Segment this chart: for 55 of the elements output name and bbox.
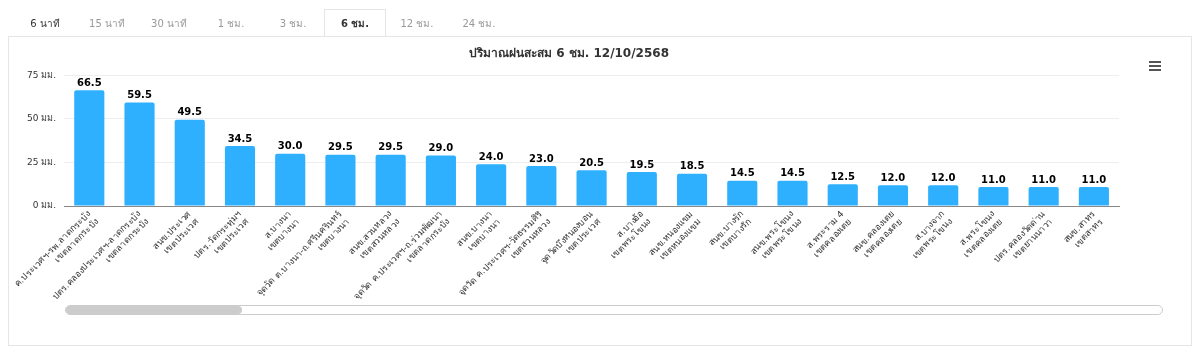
text: 3 ชม.	[262, 9, 324, 37]
data-label: 59.5	[127, 89, 152, 100]
data-label: 12.0	[930, 171, 956, 183]
bar	[476, 164, 507, 206]
data-label: 23.0	[529, 152, 554, 164]
y-tick-label: 50 มม.	[26, 113, 57, 124]
text: 15 นาที	[76, 9, 138, 37]
data-label: 14.5	[729, 167, 755, 179]
data-label: 12.0	[880, 171, 906, 183]
bar	[1078, 186, 1109, 206]
bar	[224, 145, 256, 206]
data-label: 24.0	[478, 150, 504, 162]
data-label: 11.0	[981, 173, 1006, 185]
bar	[727, 180, 758, 206]
data-label: 11.0	[1031, 173, 1057, 185]
bar	[928, 185, 959, 206]
data-label: 34.5	[227, 132, 253, 144]
data-label: 29.0	[428, 142, 454, 154]
data-label: 19.5	[629, 158, 655, 170]
data-label: 20.5	[579, 156, 604, 168]
text: 6 นาที	[14, 9, 76, 37]
bar	[375, 154, 406, 206]
text: 6 ชม.	[324, 9, 386, 37]
text: 30 นาที	[138, 9, 200, 37]
y-tick-label: 0 มม.	[32, 200, 57, 211]
y-tick-label: 75 มม.	[26, 69, 57, 80]
data-label: 12.5	[830, 170, 856, 182]
data-label: 11.0	[1081, 173, 1107, 185]
y-tick-label: 25 มม.	[26, 156, 57, 167]
bar	[74, 90, 105, 206]
bar	[275, 153, 306, 206]
bar	[526, 166, 557, 206]
bar	[978, 186, 1009, 206]
bar	[124, 102, 155, 206]
text: 12 ชม.	[386, 9, 448, 37]
bar	[1028, 186, 1059, 206]
data-label: 66.5	[76, 76, 102, 88]
data-label: 49.5	[177, 106, 203, 118]
chart-title: ปริมาณฝนสะสม 6 ชม. 12/10/2568	[468, 46, 670, 61]
bar	[425, 155, 456, 206]
bar	[777, 180, 808, 206]
text: 24 ชม.	[448, 9, 510, 37]
text: 1 ชม.	[200, 9, 262, 37]
bar	[325, 154, 356, 206]
bar	[576, 170, 607, 206]
bar	[626, 172, 657, 206]
data-label: 29.5	[328, 141, 353, 153]
bar	[174, 119, 205, 206]
bar	[676, 173, 708, 206]
bar	[827, 184, 858, 206]
data-label: 29.5	[378, 141, 404, 153]
data-label: 18.5	[679, 160, 705, 172]
bar	[877, 185, 909, 206]
data-label: 30.0	[277, 140, 303, 152]
data-label: 14.5	[780, 167, 805, 179]
